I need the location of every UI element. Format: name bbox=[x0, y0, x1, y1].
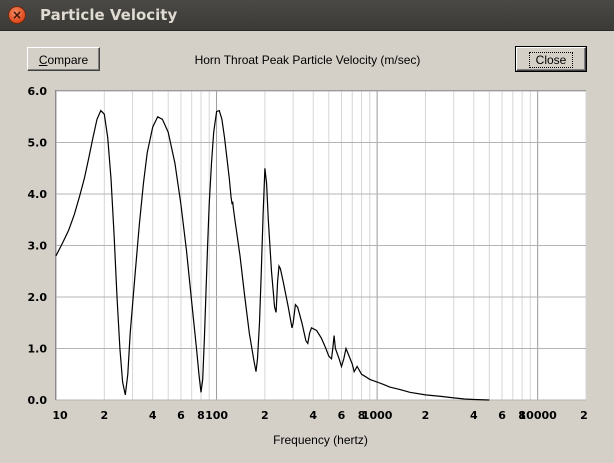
y-tick-label: 1.0 bbox=[28, 343, 48, 356]
x-tick-label: 8 bbox=[197, 409, 205, 422]
velocity-curve bbox=[55, 109, 490, 401]
x-tick-label: 4 bbox=[149, 409, 157, 422]
x-tick-label: 100 bbox=[205, 409, 228, 422]
window-title: Particle Velocity bbox=[40, 6, 178, 24]
title-bar: × Particle Velocity bbox=[0, 0, 614, 31]
x-tick-label: 6 bbox=[498, 409, 506, 422]
window-close-icon[interactable]: × bbox=[8, 6, 26, 24]
x-tick-label: 6 bbox=[177, 409, 185, 422]
x-tick-label: 8 bbox=[518, 409, 526, 422]
x-tick-label: 4 bbox=[470, 409, 478, 422]
x-tick-label: 10 bbox=[52, 409, 68, 422]
y-tick-label: 6.0 bbox=[28, 85, 48, 98]
x-tick-label: 2 bbox=[101, 409, 109, 422]
x-tick-label: 2 bbox=[261, 409, 269, 422]
y-tick-label: 5.0 bbox=[28, 137, 48, 150]
compare-button-label: Compare bbox=[39, 48, 88, 72]
x-tick-label: 1000 bbox=[362, 409, 393, 422]
y-tick-label: 4.0 bbox=[28, 188, 48, 201]
y-tick-label: 3.0 bbox=[28, 240, 48, 253]
compare-label-rest: ompare bbox=[47, 53, 89, 67]
x-axis-label: Frequency (hertz) bbox=[273, 433, 368, 447]
x-tick-label: 8 bbox=[358, 409, 366, 422]
compare-accelerator: C bbox=[38, 53, 48, 67]
x-tick-label: 4 bbox=[309, 409, 317, 422]
compare-button[interactable]: Compare bbox=[27, 47, 100, 71]
close-button[interactable]: Close bbox=[515, 46, 587, 72]
x-tick-label: 2 bbox=[580, 409, 588, 422]
chart-title: Horn Throat Peak Particle Velocity (m/se… bbox=[194, 53, 421, 67]
x-tick-label: 6 bbox=[338, 409, 346, 422]
x-tick-label: 10000 bbox=[519, 409, 558, 422]
y-tick-label: 2.0 bbox=[28, 291, 48, 304]
x-tick-label: 2 bbox=[422, 409, 430, 422]
y-tick-label: 0.0 bbox=[28, 394, 48, 407]
close-button-label: Close bbox=[528, 52, 574, 68]
